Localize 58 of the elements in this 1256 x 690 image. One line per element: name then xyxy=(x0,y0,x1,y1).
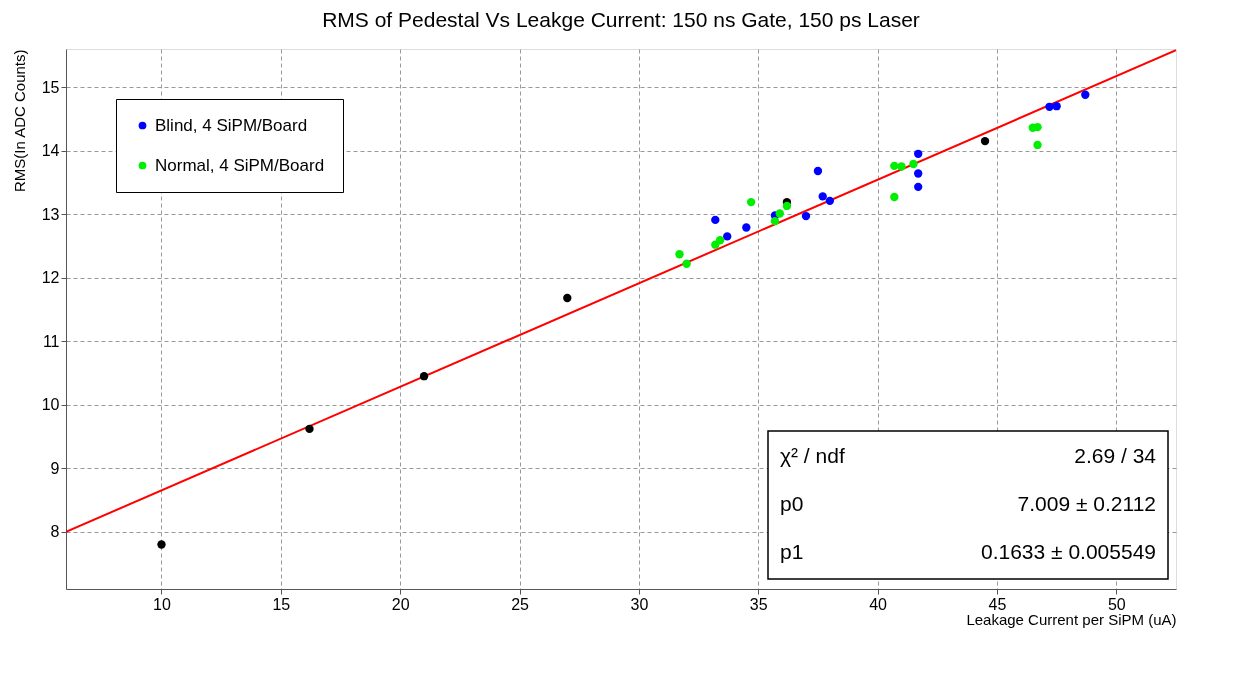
y-tick-label: 11 xyxy=(42,332,60,350)
annotation: 0.1633 ± 0.005549 xyxy=(980,540,1156,563)
point xyxy=(914,182,923,192)
y-tick-label: 14 xyxy=(41,142,60,160)
point xyxy=(909,159,918,169)
point xyxy=(419,372,429,381)
y-tick-label: 8 xyxy=(50,523,60,541)
point xyxy=(897,162,906,171)
point xyxy=(157,540,166,549)
point xyxy=(980,136,990,146)
point xyxy=(1033,122,1042,132)
point xyxy=(1052,102,1061,111)
point xyxy=(813,166,823,176)
point xyxy=(1033,140,1042,150)
annotation: p1 xyxy=(780,540,804,563)
point xyxy=(711,215,720,225)
x-tick-label: 45 xyxy=(988,595,1007,613)
point xyxy=(563,293,572,303)
y-axis-title: RMS(In ADC Counts) xyxy=(10,49,28,193)
point xyxy=(742,223,751,232)
point xyxy=(675,250,684,259)
chart-title: RMS of Pedestal Vs Leakge Current: 150 ns Gate, 150 ps Laser xyxy=(322,8,920,31)
point xyxy=(1081,90,1090,99)
point xyxy=(782,201,792,211)
point xyxy=(723,232,732,241)
x-tick-label: 15 xyxy=(272,595,291,613)
x-tick-label: 10 xyxy=(153,595,171,613)
x-tick-label: 50 xyxy=(1107,595,1126,613)
point xyxy=(818,192,827,201)
point xyxy=(305,424,314,434)
legend-label: Blind, 4 SiPM/Board xyxy=(155,115,308,135)
x-axis-title: Leakage Current per SiPM (uA) xyxy=(966,610,1177,628)
x-tick-label: 20 xyxy=(391,595,410,613)
y-tick-label: 9 xyxy=(50,459,60,477)
x-tick-label: 40 xyxy=(869,595,888,613)
point xyxy=(890,192,899,202)
point xyxy=(775,209,784,218)
x-tick-label: 25 xyxy=(511,595,530,613)
y-tick-label: 12 xyxy=(41,269,60,287)
annotation: 7.009 ± 0.2112 xyxy=(1017,492,1156,515)
x-tick-label: 30 xyxy=(630,595,649,613)
point xyxy=(1045,102,1054,111)
annotation: 2.69 / 34 xyxy=(1074,444,1157,467)
point xyxy=(770,216,780,226)
y-tick-label: 15 xyxy=(41,78,60,96)
y-tick-label: 10 xyxy=(41,396,60,414)
y-tick-label: 13 xyxy=(41,205,60,223)
point xyxy=(746,197,756,207)
x-tick-label: 35 xyxy=(749,595,768,613)
annotation: χ² / ndf xyxy=(780,444,845,467)
point xyxy=(914,169,923,178)
legend-label: Normal, 4 SiPM/Board xyxy=(155,155,325,175)
annotation: p0 xyxy=(780,492,804,515)
point xyxy=(715,236,725,245)
point xyxy=(682,259,691,268)
point xyxy=(914,149,923,158)
point xyxy=(801,211,811,221)
point xyxy=(825,196,835,206)
